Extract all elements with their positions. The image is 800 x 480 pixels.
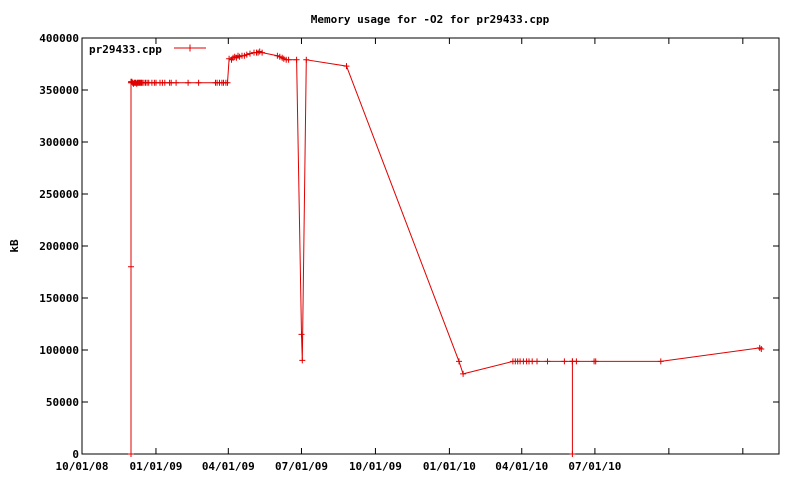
y-tick-label: 350000 xyxy=(39,84,79,97)
chart-title: Memory usage for -O2 for pr29433.cpp xyxy=(311,13,550,26)
y-axis-label: kB xyxy=(8,239,21,253)
y-tick-label: 0 xyxy=(72,448,79,461)
data-point-marker xyxy=(657,358,664,365)
x-axis: 10/01/08 01/01/09 04/01/09 07/01/09 10/01/09… xyxy=(56,38,744,473)
data-point-marker xyxy=(299,357,306,364)
x-tick-label: 07/01/09 xyxy=(275,460,328,473)
x-tick-label: 04/01/09 xyxy=(202,460,255,473)
data-point-marker xyxy=(544,358,551,365)
data-point-marker xyxy=(303,56,310,63)
data-point-marker xyxy=(173,79,180,86)
data-point-marker xyxy=(758,346,765,352)
y-tick-label: 400000 xyxy=(39,32,79,45)
y-tick-label: 250000 xyxy=(39,188,79,201)
data-point-marker xyxy=(561,358,568,365)
data-point-marker xyxy=(460,370,467,377)
y-tick-label: 200000 xyxy=(39,240,79,253)
y-tick-label: 100000 xyxy=(39,344,79,357)
data-point-marker xyxy=(343,63,350,70)
x-tick-label: 01/01/09 xyxy=(129,460,182,473)
y-axis: 0 50000 100000 150000 200000 250000 300000 3500… xyxy=(39,32,779,461)
legend-label-pr29433: pr29433.cpp xyxy=(89,43,162,56)
y-tick-label: 150000 xyxy=(39,292,79,305)
data-point-marker xyxy=(569,451,576,457)
data-point-marker xyxy=(247,50,253,57)
data-point-marker xyxy=(592,358,599,365)
data-point-marker xyxy=(224,79,231,86)
data-point-marker xyxy=(243,51,250,58)
series-line-pr29433.cpp xyxy=(130,50,762,454)
series-layer xyxy=(128,48,765,457)
x-tick-label: 10/01/08 xyxy=(56,460,109,473)
y-tick-label: 50000 xyxy=(46,396,79,409)
legend: pr29433.cpp xyxy=(89,43,206,56)
data-point-marker xyxy=(185,79,192,86)
data-point-marker xyxy=(293,56,300,63)
data-point-marker xyxy=(128,451,134,457)
data-point-marker xyxy=(195,79,202,86)
data-point-marker xyxy=(298,331,305,338)
x-tick-label: 01/01/10 xyxy=(423,460,476,473)
data-point-marker xyxy=(285,56,292,63)
data-point-marker xyxy=(573,358,580,365)
x-tick-label: 07/01/10 xyxy=(568,460,621,473)
data-point-marker xyxy=(534,358,540,365)
plot-frame xyxy=(81,37,780,455)
data-point-marker xyxy=(259,49,266,56)
data-point-marker xyxy=(456,358,462,365)
x-tick-label: 10/01/09 xyxy=(349,460,402,473)
y-tick-label: 300000 xyxy=(39,136,79,149)
legend-marker xyxy=(186,44,194,52)
x-tick-label: 04/01/10 xyxy=(495,460,548,473)
data-point-marker xyxy=(128,263,134,270)
